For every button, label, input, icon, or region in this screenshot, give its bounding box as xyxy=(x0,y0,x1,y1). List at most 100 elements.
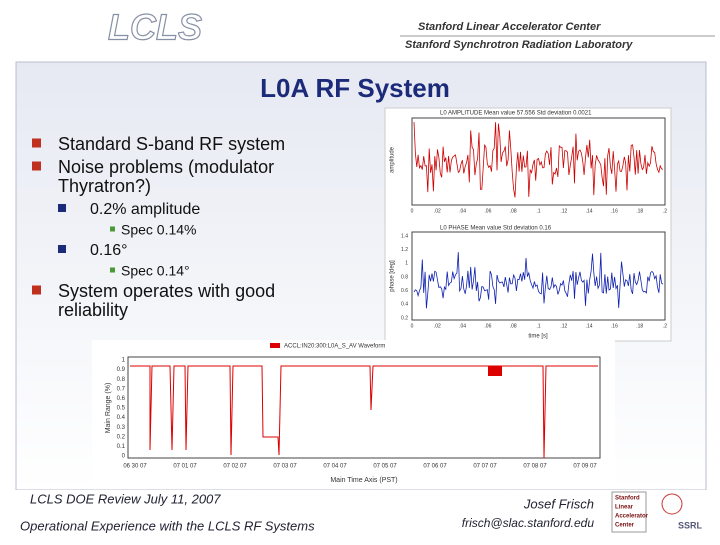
x-tick-label: .18 xyxy=(636,323,643,329)
logo-line: Center xyxy=(615,523,635,529)
legend: ACCL:IN20:300:L0A_S_AV Waveform xyxy=(284,344,385,350)
slide-title: L0A RF System xyxy=(260,73,450,103)
footer-author: Josef Frisch xyxy=(523,496,594,511)
x-tick-label: .02 xyxy=(434,208,441,214)
x-tick-label: 06 30 07 xyxy=(123,464,147,470)
footer-talk: Operational Experience with the LCLS RF … xyxy=(20,518,315,533)
x-tick-label: .04 xyxy=(459,208,466,214)
x-tick-label: .08 xyxy=(510,208,517,214)
y-tick-label: 0 xyxy=(122,454,126,460)
x-tick-label: .04 xyxy=(459,323,466,329)
x-tick-label: .16 xyxy=(611,208,618,214)
x-tick-label: .16 xyxy=(611,323,618,329)
bullet-marker xyxy=(110,267,115,273)
footer-event: LCLS DOE Review July 11, 2007 xyxy=(30,491,221,506)
bullet-marker xyxy=(32,161,41,171)
logo: LCLS xyxy=(108,7,202,48)
y-tick-label: 0.7 xyxy=(117,386,126,392)
x-tick-label: 07 09 07 xyxy=(573,464,597,470)
x-tick-label: .02 xyxy=(434,323,441,329)
y-tick-label: 0.8 xyxy=(117,377,126,383)
slac-logo xyxy=(611,491,647,533)
x-tick-label: .12 xyxy=(560,323,567,329)
footer xyxy=(0,490,720,540)
plot-frame xyxy=(127,356,601,459)
trace xyxy=(413,252,664,309)
logo-line: Linear xyxy=(615,505,634,511)
x-tick-label: .1 xyxy=(536,208,540,214)
bullet-marker xyxy=(58,204,66,212)
y-tick-label: 1.2 xyxy=(401,247,408,253)
plot-frame xyxy=(411,231,666,321)
y-tick-label: 1 xyxy=(405,261,408,267)
y-tick-label: 0.5 xyxy=(117,406,126,412)
x-tick-label: 0 xyxy=(411,323,414,329)
y-tick-label: 0.1 xyxy=(117,444,126,450)
logo-line: Accelerator xyxy=(615,514,649,520)
axis-label: phase [deg] xyxy=(390,260,396,292)
ssrl-logo xyxy=(661,493,683,515)
x-tick-label: 07 07 07 xyxy=(473,464,497,470)
x-tick-label: .08 xyxy=(510,323,517,329)
org-line: Stanford Synchrotron Radiation Laborator… xyxy=(405,39,633,51)
x-tick-label: .1 xyxy=(536,323,540,329)
y-tick-label: 0.9 xyxy=(117,367,126,373)
trace-burst xyxy=(488,366,502,376)
bullet-text: Noise problems (modulator xyxy=(58,157,274,177)
bullet-text: 0.16° xyxy=(90,242,128,259)
legend-swatch xyxy=(270,343,280,348)
x-tick-label: .06 xyxy=(484,208,491,214)
x-tick-label: 07 08 07 xyxy=(523,464,547,470)
bullet-marker xyxy=(110,226,115,232)
x-tick-label: .12 xyxy=(560,208,567,214)
x-tick-label: .14 xyxy=(586,208,593,214)
ssrl-text: SSRL xyxy=(678,520,703,530)
plot-frame xyxy=(411,117,666,206)
y-tick-label: 1 xyxy=(122,358,126,364)
x-tick-label: .2 xyxy=(663,323,667,329)
org-line: Stanford Linear Accelerator Center xyxy=(418,21,601,33)
bullet-text: Spec 0.14% xyxy=(121,222,197,238)
axis-label: time [s] xyxy=(528,334,548,340)
trace xyxy=(130,365,598,459)
x-tick-label: 07 06 07 xyxy=(423,464,447,470)
y-tick-label: 1.4 xyxy=(401,233,408,239)
y-tick-label: 0.6 xyxy=(401,288,408,294)
footer-email: frisch@slac.stanford.edu xyxy=(462,516,595,530)
plot-title: L0 AMPLITUDE Mean value 57.556 Std devia… xyxy=(440,111,592,117)
bullet-text: System operates with good xyxy=(58,281,275,301)
bullet-marker xyxy=(58,245,66,253)
y-tick-label: 0.3 xyxy=(117,425,126,431)
y-tick-label: 0.2 xyxy=(401,315,408,321)
bullet-text: reliability xyxy=(58,300,128,320)
bullet-marker xyxy=(32,285,41,295)
x-tick-label: 0 xyxy=(411,208,414,214)
bullet-text: 0.2% amplitude xyxy=(90,201,200,218)
logo-line: Stanford xyxy=(615,496,640,502)
y-tick-label: 0.2 xyxy=(117,434,126,440)
x-tick-label: .18 xyxy=(636,208,643,214)
trace xyxy=(413,121,664,198)
bullet-text: Spec 0.14° xyxy=(121,263,190,279)
x-tick-label: 07 04 07 xyxy=(323,464,347,470)
x-tick-label: 07 01 07 xyxy=(173,464,197,470)
y-tick-label: 0.4 xyxy=(401,302,408,308)
x-tick-label: 07 03 07 xyxy=(273,464,297,470)
y-tick-label: 0.8 xyxy=(401,274,408,280)
y-tick-label: 0.4 xyxy=(117,415,126,421)
axis-label: amplitude xyxy=(390,146,396,173)
axis-label: Main Range (%) xyxy=(105,383,112,434)
plot-title: L0 PHASE Mean value Std deviation 0.16 xyxy=(440,226,552,232)
y-tick-label: 0.6 xyxy=(117,396,126,402)
bullet-marker xyxy=(32,138,41,148)
axis-label: Main Time Axis (PST) xyxy=(330,477,397,484)
x-tick-label: .2 xyxy=(663,208,667,214)
x-tick-label: 07 02 07 xyxy=(223,464,247,470)
bullet-text: Thyratron?) xyxy=(58,176,151,196)
x-tick-label: 07 05 07 xyxy=(373,464,397,470)
bullet-text: Standard S-band RF system xyxy=(58,134,285,154)
x-tick-label: .06 xyxy=(484,323,491,329)
x-tick-label: .14 xyxy=(586,323,593,329)
